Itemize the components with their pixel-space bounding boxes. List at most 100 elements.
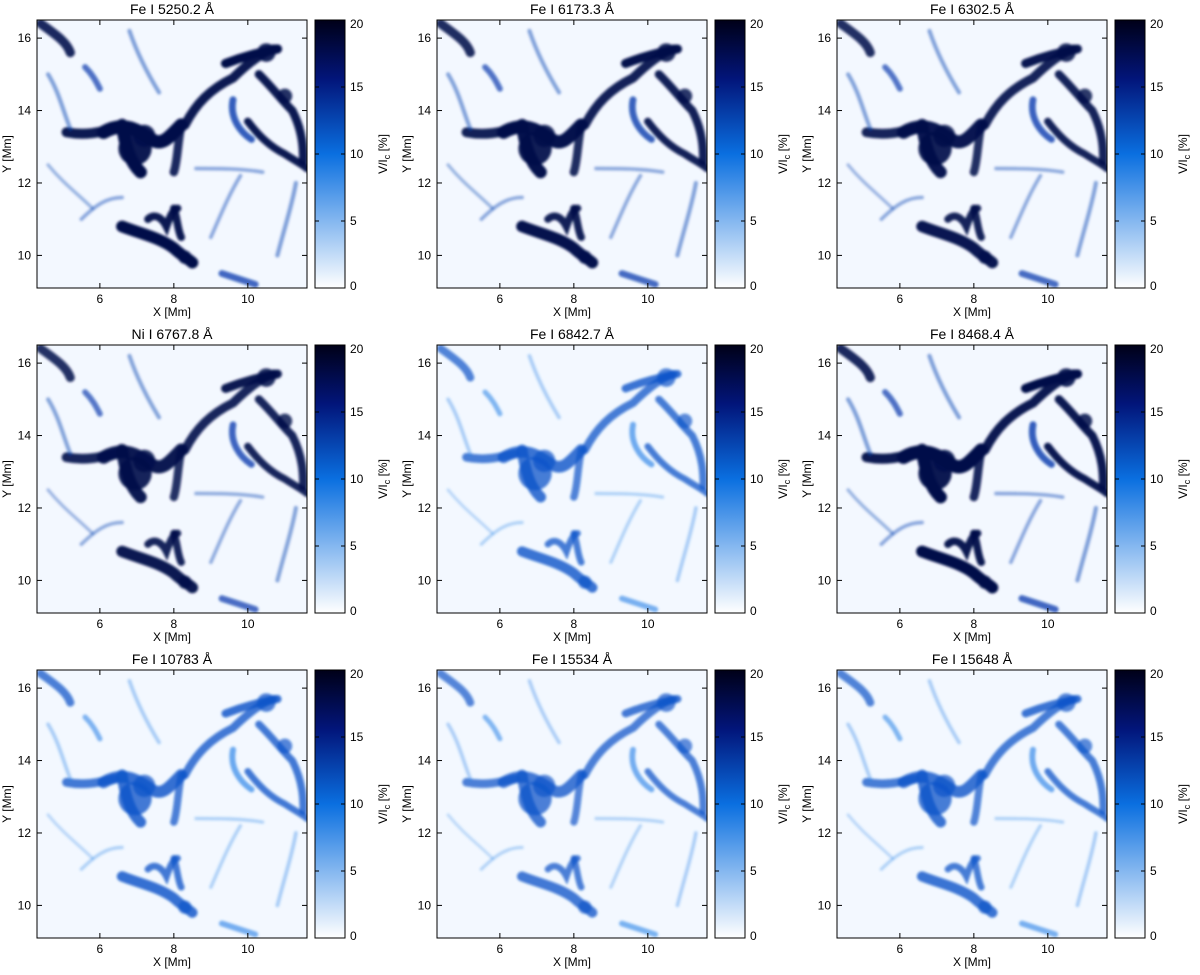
heatmap-field — [37, 345, 307, 613]
network-lane — [461, 123, 520, 139]
y-tick-label: 14 — [418, 429, 432, 443]
colorbar-tick-label: 0 — [1150, 929, 1157, 943]
colorbar-tick-label: 20 — [1150, 17, 1164, 31]
y-tick-label: 12 — [18, 826, 32, 840]
network-lane — [862, 774, 920, 789]
colorbar — [1114, 669, 1146, 939]
network-lane — [482, 64, 503, 92]
y-tick-label: 10 — [418, 573, 432, 587]
network-patch — [533, 774, 556, 797]
network-lane — [882, 714, 903, 742]
network-lane — [527, 679, 561, 745]
colorbar-tick-label: 15 — [350, 730, 364, 744]
colorbar-tick-label: 20 — [750, 667, 764, 681]
network-lane — [79, 195, 124, 222]
colorbar-tick-label: 0 — [750, 929, 757, 943]
x-axis-label: X [Mm] — [553, 305, 591, 319]
network-lane — [244, 768, 307, 822]
network-lane — [994, 166, 1065, 174]
network-lane — [218, 920, 259, 938]
network-lane — [879, 195, 924, 222]
network-lane — [655, 720, 707, 815]
network-lane — [1018, 270, 1059, 288]
network-lane — [1018, 595, 1059, 613]
network-lane — [254, 395, 307, 491]
y-tick-label: 16 — [818, 681, 832, 695]
network-lane — [1008, 173, 1043, 240]
network-patch — [578, 575, 592, 589]
network-lane — [243, 117, 307, 173]
colorbar — [314, 344, 346, 614]
colorbar-tick-label: 5 — [350, 539, 357, 553]
network-lane — [837, 670, 875, 707]
network-lane — [994, 491, 1065, 499]
colorbar-tick-label: 5 — [1150, 539, 1157, 553]
network-patch — [578, 900, 592, 914]
x-tick-label: 10 — [241, 617, 255, 631]
network-lane — [629, 421, 655, 468]
network-patch — [933, 774, 956, 797]
network-lane — [644, 768, 707, 822]
colorbar-tick-label: 0 — [350, 604, 357, 618]
network-lane — [218, 595, 259, 613]
network-lane — [446, 163, 495, 210]
panel-title: Fe I 15534 Å — [532, 651, 613, 667]
network-lane — [675, 180, 698, 258]
panel-title: Fe I 10783 Å — [132, 651, 213, 667]
colorbar-tick-label: 10 — [350, 147, 364, 161]
x-tick-label: 6 — [897, 292, 904, 306]
y-tick-label: 10 — [818, 898, 832, 912]
network-lane — [275, 831, 298, 908]
y-tick-label: 16 — [418, 31, 432, 45]
network-lane — [37, 345, 75, 383]
network-patch — [1057, 368, 1076, 387]
network-lane — [1009, 824, 1043, 889]
network-lane — [45, 72, 73, 131]
x-tick-label: 6 — [497, 292, 504, 306]
network-patch — [677, 738, 693, 754]
colorbar — [714, 344, 746, 614]
network-lane — [1055, 720, 1107, 815]
chart-panel: Fe I 5250.2 Å 6 8 10 10 12 14 16 X [Mm] Y [Mm] 0 5 1… — [0, 0, 400, 325]
network-lane — [437, 20, 475, 58]
y-tick-label: 12 — [818, 176, 832, 190]
y-tick-label: 16 — [418, 356, 432, 370]
network-lane — [994, 816, 1065, 824]
plot-frame — [836, 19, 1108, 289]
colorbar-tick-label: 0 — [1150, 604, 1157, 618]
heatmap-field — [837, 20, 1107, 288]
x-axis-label: X [Mm] — [553, 630, 591, 644]
network-lane — [62, 774, 120, 789]
panel-title: Fe I 15648 Å — [932, 651, 1013, 667]
chart-panel: Fe I 6842.7 Å 6 8 10 10 12 14 16 X [Mm] Y [Mm] 0 5 1… — [400, 325, 800, 650]
network-lane — [1075, 831, 1098, 908]
network-lane — [170, 855, 185, 891]
network-lane — [446, 722, 473, 781]
colorbar-tick-label: 5 — [350, 864, 357, 878]
network-lane — [79, 845, 124, 871]
network-lane — [255, 720, 307, 815]
network-patch — [257, 693, 276, 712]
y-tick-label: 14 — [818, 429, 832, 443]
network-patch — [978, 250, 992, 264]
colorbar-tick-label: 20 — [1150, 342, 1164, 356]
network-lane — [845, 397, 873, 456]
network-lane — [1054, 70, 1107, 166]
network-patch — [277, 88, 293, 104]
y-axis-label: Y [Mm] — [800, 135, 814, 173]
network-lane — [882, 64, 903, 92]
network-lane — [609, 824, 643, 889]
x-axis-label: X [Mm] — [153, 630, 191, 644]
network-lane — [570, 530, 585, 566]
y-axis-label: Y [Mm] — [0, 460, 14, 498]
network-lane — [437, 345, 475, 382]
network-lane — [82, 389, 103, 417]
network-lane — [82, 64, 103, 92]
network-patch — [178, 575, 192, 589]
network-patch — [677, 413, 693, 429]
network-lane — [570, 446, 585, 501]
network-lane — [479, 845, 524, 871]
y-tick-label: 14 — [18, 754, 32, 768]
network-lane — [527, 28, 562, 95]
x-tick-label: 8 — [971, 942, 978, 956]
